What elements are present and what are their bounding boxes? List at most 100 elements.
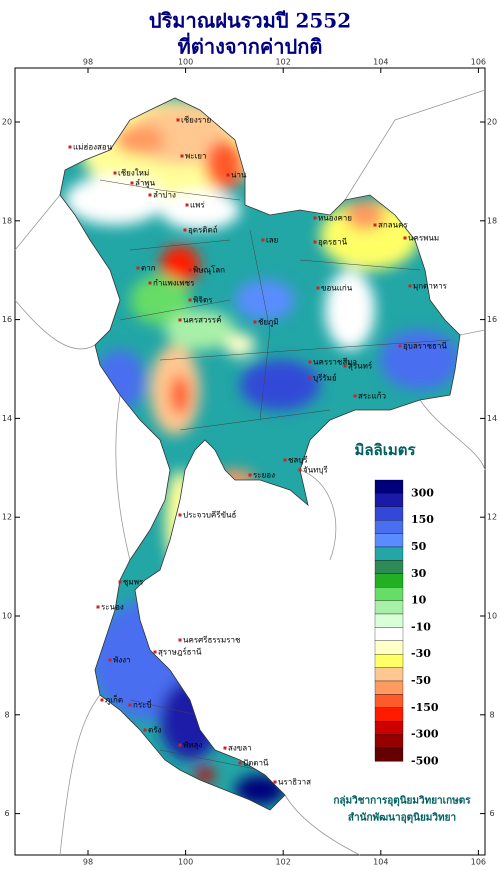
legend-swatch bbox=[374, 520, 404, 534]
place-label: ชุมพร bbox=[123, 578, 144, 587]
place-label: นครราชสีมา bbox=[313, 358, 357, 367]
place-dot bbox=[408, 284, 412, 288]
lon-label: 106 bbox=[471, 858, 486, 867]
lat-label: 10 bbox=[2, 612, 12, 621]
place-dot bbox=[178, 743, 182, 747]
place-label: สุราษฎร์ธานี bbox=[158, 647, 202, 657]
legend-title: มิลลิเมตร bbox=[354, 441, 416, 459]
title-line: ปริมาณฝนรวมปี 2552 bbox=[149, 9, 351, 33]
legend-swatch bbox=[374, 533, 404, 548]
place-label: พัทลุง bbox=[183, 741, 202, 750]
place-label: นราธิวาส bbox=[278, 778, 311, 787]
lon-label: 98 bbox=[83, 58, 93, 67]
place-dot bbox=[100, 698, 104, 702]
lat-label: 18 bbox=[2, 216, 12, 225]
lat-label: 12 bbox=[487, 513, 497, 522]
place-label: แม่ฮ่องสอน bbox=[73, 143, 113, 152]
place-label: อุตรดิตถ์ bbox=[188, 225, 218, 235]
legend-swatch bbox=[374, 654, 404, 668]
place-label: นครศรีธรรมราช bbox=[183, 636, 241, 645]
legend-swatch bbox=[374, 560, 404, 574]
place-dot bbox=[316, 286, 320, 290]
lon-label: 100 bbox=[178, 58, 193, 67]
legend-swatch bbox=[374, 667, 404, 682]
place-dot bbox=[108, 658, 112, 662]
place-label: สงขลา bbox=[228, 744, 252, 753]
place-dot bbox=[373, 223, 377, 227]
place-dot bbox=[188, 268, 192, 272]
place-dot bbox=[113, 171, 117, 175]
legend-swatch bbox=[374, 493, 404, 507]
place-label: มุกดาหาร bbox=[413, 282, 448, 291]
lat-label: 16 bbox=[487, 315, 497, 324]
legend-swatch bbox=[374, 707, 404, 722]
place-dot bbox=[178, 318, 182, 322]
place-label: จันทบุรี bbox=[303, 466, 329, 475]
title-line: ที่ต่างจากค่าปกติ bbox=[178, 32, 323, 59]
place-label: สุรินทร์ bbox=[348, 361, 373, 371]
place-label: ภูเก็ต bbox=[105, 695, 123, 706]
place-label: ชัยภูมิ bbox=[258, 318, 279, 328]
place-dot bbox=[313, 216, 317, 220]
place-label: แพร่ bbox=[190, 201, 205, 210]
lon-label: 98 bbox=[83, 858, 93, 867]
lat-label: 8 bbox=[489, 710, 494, 719]
legend-swatch bbox=[374, 573, 404, 588]
place-dot bbox=[178, 513, 182, 517]
place-label: เชียงราย bbox=[181, 116, 211, 125]
place-dot bbox=[128, 703, 132, 707]
lon-label: 102 bbox=[276, 858, 291, 867]
place-dot bbox=[273, 780, 277, 784]
place-dot bbox=[143, 728, 147, 732]
place-label: นครสวรรค์ bbox=[183, 315, 221, 325]
place-label: บุรีรัมย์ bbox=[313, 373, 337, 383]
lat-label: 6 bbox=[4, 809, 9, 818]
place-dot bbox=[398, 344, 402, 348]
place-dot bbox=[136, 266, 140, 270]
place-dot bbox=[343, 364, 347, 368]
legend-label: -10 bbox=[411, 620, 431, 633]
lon-label: 102 bbox=[276, 58, 291, 67]
place-label: ตาก bbox=[141, 264, 156, 273]
place-dot bbox=[176, 118, 180, 122]
place-dot bbox=[261, 238, 265, 242]
lat-label: 12 bbox=[2, 513, 12, 522]
place-label: ปัตตานี bbox=[243, 759, 269, 768]
place-dot bbox=[253, 320, 257, 324]
place-dot bbox=[313, 240, 317, 244]
place-label: นครพนม bbox=[408, 234, 439, 243]
place-dot bbox=[283, 458, 287, 462]
legend-swatch bbox=[374, 747, 404, 762]
place-dot bbox=[223, 746, 227, 750]
place-label: สกลนคร bbox=[378, 221, 408, 230]
lat-label: 16 bbox=[2, 315, 12, 324]
lon-label: 104 bbox=[373, 58, 388, 67]
place-dot bbox=[248, 473, 252, 477]
legend-label: 300 bbox=[411, 486, 434, 499]
place-label: สระแก้ว bbox=[358, 392, 386, 401]
place-label: พิจิตร bbox=[193, 296, 213, 305]
legend-swatch bbox=[374, 721, 404, 735]
legend-label: -30 bbox=[411, 647, 431, 660]
legend-swatch bbox=[374, 734, 404, 749]
place-dot bbox=[148, 193, 152, 197]
place-dot bbox=[298, 468, 302, 472]
legend-swatch bbox=[374, 640, 404, 655]
legend-label: -50 bbox=[411, 674, 431, 687]
place-label: ขอนแก่น bbox=[321, 284, 353, 293]
place-dot bbox=[148, 281, 152, 285]
legend-swatch bbox=[374, 546, 404, 561]
place-label: เชียงใหม่ bbox=[118, 169, 149, 178]
lat-label: 14 bbox=[487, 414, 497, 423]
place-label: พังงา bbox=[113, 656, 131, 665]
place-label: ระนอง bbox=[101, 603, 124, 612]
place-label: อุดรธานี bbox=[318, 238, 348, 247]
place-dot bbox=[185, 203, 189, 207]
place-dot bbox=[118, 580, 122, 584]
legend-swatch bbox=[374, 600, 404, 615]
place-dot bbox=[188, 298, 192, 302]
place-dot bbox=[308, 360, 312, 364]
